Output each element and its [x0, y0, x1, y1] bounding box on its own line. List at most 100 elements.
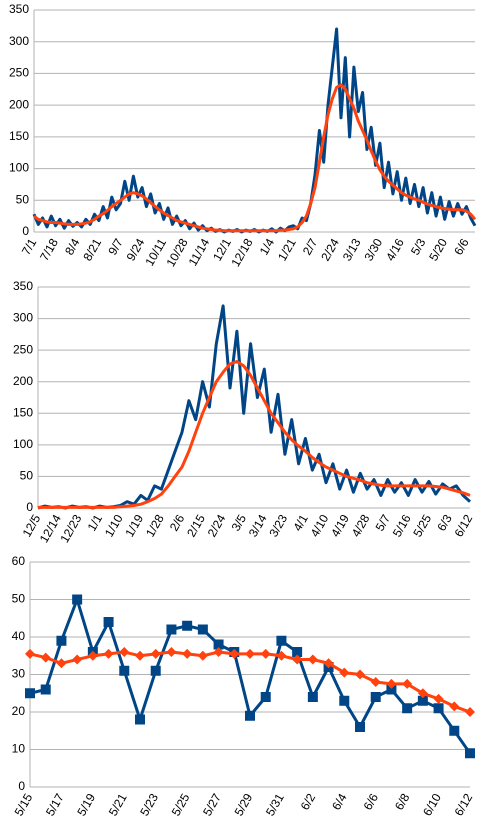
marker — [87, 650, 98, 661]
marker — [465, 707, 475, 717]
series-line — [33, 83, 477, 233]
x-tick-label: 1/28 — [143, 512, 167, 540]
marker — [245, 710, 255, 721]
marker — [40, 684, 51, 695]
y-tick-label: 50 — [20, 469, 34, 483]
x-tick-label: 1/4 — [257, 236, 278, 258]
x-tick-label: 3/13 — [340, 236, 364, 264]
marker — [339, 695, 350, 706]
y-tick-label: 350 — [13, 279, 33, 293]
marker — [103, 617, 114, 627]
marker — [56, 658, 67, 669]
y-tick-label: 350 — [9, 2, 29, 16]
marker — [166, 624, 177, 635]
y-tick-label: 300 — [9, 34, 29, 48]
x-tick-label: 1/21 — [275, 236, 299, 264]
x-tick-label: 2/24 — [318, 236, 342, 264]
marker — [402, 678, 413, 689]
y-tick-label: 150 — [13, 405, 33, 419]
y-tick-label: 40 — [12, 629, 26, 643]
x-tick-label: 1/10 — [102, 512, 126, 540]
x-tick-label: 1/19 — [122, 512, 146, 540]
marker — [72, 654, 83, 665]
y-tick-label: 0 — [22, 224, 29, 238]
x-tick-label: 4/28 — [349, 512, 373, 540]
marker — [245, 648, 255, 659]
marker — [449, 725, 460, 736]
x-tick-label: 4/16 — [383, 236, 407, 264]
marker — [25, 688, 35, 699]
marker — [339, 667, 350, 678]
marker — [182, 620, 193, 631]
x-tick-label: 5/29 — [232, 791, 256, 819]
marker — [355, 722, 365, 732]
x-tick-label: 11/14 — [186, 236, 213, 269]
x-tick-label: 8/4 — [62, 236, 83, 258]
x-tick-label: 3/23 — [266, 512, 290, 540]
marker — [182, 648, 193, 659]
marker — [449, 701, 460, 712]
marker — [386, 684, 397, 695]
marker — [417, 695, 428, 706]
marker — [433, 703, 444, 714]
marker — [229, 648, 240, 659]
marker — [292, 654, 303, 665]
x-tick-label: 4/19 — [328, 512, 352, 540]
x-tick-label: 2/24 — [205, 512, 229, 540]
marker — [150, 665, 161, 676]
x-tick-label: 2/15 — [184, 512, 208, 540]
x-tick-label: 6/12 — [452, 512, 476, 540]
marker — [150, 648, 161, 659]
x-tick-label: 5/15 — [12, 791, 36, 819]
marker — [370, 692, 381, 702]
x-tick-label: 5/19 — [74, 791, 98, 819]
marker — [25, 648, 35, 659]
x-tick-label: 12/23 — [57, 512, 84, 545]
x-tick-label: 7/18 — [37, 236, 61, 264]
y-tick-label: 50 — [12, 592, 26, 606]
x-tick-label: 12/18 — [228, 236, 255, 269]
marker — [213, 639, 224, 650]
x-tick-label: 5/25 — [169, 791, 193, 819]
x-tick-label: 10/28 — [164, 236, 191, 269]
marker — [307, 654, 318, 665]
marker — [119, 647, 130, 657]
x-tick-label: 5/23 — [137, 791, 161, 819]
marker — [370, 677, 381, 687]
y-tick-label: 200 — [13, 374, 33, 388]
y-tick-label: 60 — [12, 554, 26, 568]
x-tick-label: 6/12 — [452, 791, 476, 819]
series-line — [29, 598, 472, 755]
x-tick-label: 6/6 — [451, 236, 472, 258]
marker — [276, 635, 287, 646]
y-tick-label: 0 — [18, 779, 25, 793]
marker — [197, 650, 208, 661]
marker — [292, 647, 303, 657]
x-tick-label: 6/4 — [329, 791, 350, 813]
marker — [260, 692, 271, 702]
y-tick-label: 0 — [26, 500, 33, 514]
x-tick-label: 3/14 — [246, 512, 270, 540]
x-tick-label: 2/7 — [300, 236, 321, 258]
y-tick-label: 300 — [13, 311, 33, 325]
y-tick-label: 20 — [12, 704, 26, 718]
x-tick-label: 5/17 — [43, 791, 67, 819]
marker — [323, 658, 334, 669]
series-line — [38, 360, 471, 509]
series-line — [32, 27, 477, 234]
x-tick-label: 8/21 — [80, 236, 104, 264]
marker — [465, 748, 475, 759]
marker — [355, 669, 365, 680]
x-tick-label: 4/10 — [308, 512, 332, 540]
y-tick-label: 50 — [16, 192, 30, 206]
marker — [119, 665, 130, 676]
x-tick-label: 5/27 — [200, 791, 224, 819]
marker — [103, 648, 114, 659]
marker — [386, 678, 397, 689]
y-tick-label: 200 — [9, 97, 29, 111]
x-tick-label: 9/7 — [105, 236, 126, 258]
x-tick-label: 5/16 — [390, 512, 414, 540]
y-tick-label: 10 — [12, 742, 26, 756]
y-tick-label: 250 — [13, 342, 33, 356]
